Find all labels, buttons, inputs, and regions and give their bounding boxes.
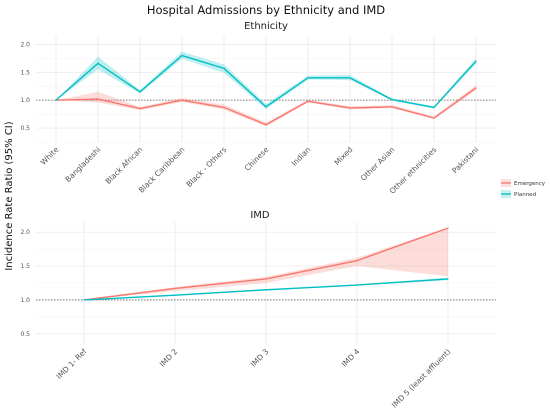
y-tick-label: 1.0: [20, 97, 30, 104]
x-tick-label: Indian: [290, 145, 313, 168]
data-point-emergency: [97, 98, 99, 100]
data-point-emergency: [139, 107, 141, 110]
data-point-planned: [83, 299, 85, 301]
x-tick-label: Other Asian: [359, 145, 397, 183]
data-point-planned: [181, 54, 183, 57]
data-point-planned: [139, 91, 141, 93]
data-point-emergency: [265, 124, 267, 126]
x-tick-label: Black African: [104, 145, 145, 186]
y-tick-label: 1.0: [20, 297, 30, 304]
data-point-planned: [223, 67, 225, 69]
x-tick-label: IMD 4: [340, 347, 362, 369]
x-tick-label: Bangladeshi: [63, 145, 102, 184]
y-tick-label: 2.0: [20, 41, 30, 48]
data-point-planned: [356, 284, 358, 286]
y-tick-label: 2.0: [20, 229, 30, 236]
data-point-emergency: [433, 117, 435, 119]
data-point-emergency: [391, 106, 393, 108]
x-tick-label: Black - Others: [185, 145, 229, 189]
y-tick-label: 1.5: [20, 69, 30, 76]
data-point-planned: [349, 77, 351, 79]
y-tick-label: 1.5: [20, 263, 30, 270]
x-tick-label: Other ethnicities: [388, 145, 439, 196]
x-tick-label: Chinese: [243, 145, 271, 173]
data-point-planned: [433, 106, 435, 109]
figure-title: Hospital Admissions by Ethnicity and IMD: [147, 3, 385, 17]
data-point-planned: [307, 77, 309, 79]
legend-label-planned: Planned: [514, 192, 536, 198]
x-tick-label: Pakistani: [450, 145, 480, 175]
data-point-emergency: [356, 260, 358, 262]
panel-title-imd: IMD: [250, 210, 270, 221]
data-point-emergency: [475, 87, 477, 89]
data-point-emergency: [307, 100, 309, 102]
data-point-emergency: [265, 278, 267, 280]
x-tick-label: IMD 5 (least affluent): [390, 347, 452, 409]
data-point-planned: [447, 278, 449, 280]
data-point-planned: [97, 62, 99, 64]
y-axis-label: Incidence Rate Ratio (95% CI): [4, 121, 15, 270]
ci-band-planned: [56, 51, 476, 110]
legend: Emergency Planned: [501, 179, 546, 198]
panel-title-ethnicity: Ethnicity: [244, 21, 288, 32]
x-tick-label: IMD 2: [158, 347, 180, 369]
data-point-emergency: [349, 107, 351, 109]
x-tick-label: IMD 1- Ref: [55, 347, 89, 381]
data-point-planned: [475, 60, 477, 62]
x-tick-label: Mixed: [332, 145, 354, 167]
data-point-emergency: [223, 106, 225, 109]
data-point-planned: [265, 289, 267, 291]
imd-panel: IMD 0.5 1.0 1.5 2.0 IMD 1- Ref IMD 2 IMD 3 IMD …: [20, 210, 496, 409]
ci-band-emergency: [84, 227, 448, 300]
data-point-emergency: [447, 227, 449, 229]
grid: [36, 222, 496, 344]
data-point-emergency: [181, 99, 183, 101]
y-tick-label: 0.5: [20, 125, 30, 132]
data-point-planned: [265, 106, 267, 108]
ci-band-emergency: [56, 85, 476, 127]
x-tick-label: IMD 3: [249, 347, 271, 369]
data-point-planned: [391, 99, 393, 101]
x-tick-label: Black Caribbean: [137, 145, 187, 195]
data-point-planned: [174, 294, 176, 296]
data-point-planned: [55, 99, 57, 101]
data-point-emergency: [174, 287, 176, 290]
y-tick-label: 0.5: [20, 331, 30, 338]
legend-label-emergency: Emergency: [514, 181, 546, 187]
x-tick-label: White: [39, 145, 61, 167]
